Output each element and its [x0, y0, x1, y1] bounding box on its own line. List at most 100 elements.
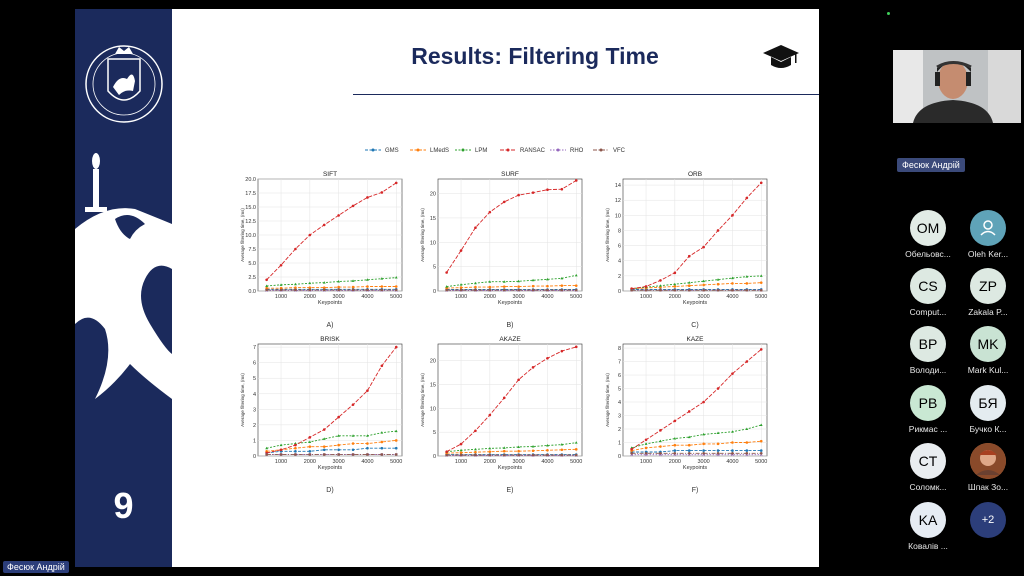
- data-point: [687, 449, 691, 452]
- data-point: [731, 276, 734, 280]
- data-point: [366, 285, 369, 288]
- data-point: [308, 233, 312, 237]
- data-point: [759, 181, 763, 185]
- data-point: [531, 278, 535, 282]
- data-point: [502, 449, 506, 453]
- y-tick-label: 4: [253, 392, 256, 398]
- data-point: [380, 431, 384, 434]
- data-point: [659, 429, 662, 432]
- data-point: [459, 249, 463, 252]
- participant-avatar: MK: [970, 326, 1006, 362]
- legend-item-vfc: VFC: [593, 147, 625, 154]
- x-tick-label: 2000: [484, 459, 496, 465]
- lion-emblem-icon: [75, 153, 172, 399]
- data-point: [351, 204, 355, 208]
- participant-tile[interactable]: MK Mark Kul...: [960, 326, 1016, 375]
- x-tick-label: 4000: [726, 459, 738, 465]
- participant-tile[interactable]: ZP Zakala P...: [960, 268, 1016, 317]
- data-point: [394, 276, 398, 279]
- data-point: [351, 442, 355, 445]
- data-point: [322, 428, 326, 431]
- participant-tile[interactable]: KA Ковалів ...: [900, 502, 956, 551]
- data-point: [687, 254, 691, 258]
- chart-title: SIFT: [323, 171, 337, 178]
- data-point: [394, 181, 398, 185]
- data-point: [546, 448, 549, 452]
- y-tick-label: 10: [430, 406, 436, 412]
- participant-avatar: KA: [910, 502, 946, 538]
- data-point: [759, 348, 763, 351]
- data-point: [673, 452, 677, 455]
- data-point: [560, 288, 564, 292]
- x-tick-label: 4000: [361, 294, 373, 300]
- participant-tile[interactable]: PB Рикмас ...: [900, 385, 956, 434]
- participant-tile[interactable]: CT Соломк...: [900, 443, 956, 492]
- data-point: [502, 453, 506, 457]
- participant-avatar: +2: [970, 502, 1006, 538]
- y-tick-label: 1: [253, 438, 256, 444]
- series-line-lmeds: [446, 285, 577, 289]
- participant-tile[interactable]: CS Comput...: [900, 268, 956, 317]
- data-point: [716, 282, 720, 286]
- participant-tile[interactable]: BP Володи...: [900, 326, 956, 375]
- data-point: [308, 436, 312, 439]
- data-point: [337, 415, 340, 419]
- data-point: [337, 279, 341, 283]
- plot-frame: [437, 178, 583, 292]
- participant-tile[interactable]: Oleh Ker...: [960, 210, 1016, 259]
- participant-name: Володи...: [909, 365, 947, 375]
- data-point: [702, 442, 705, 446]
- data-point: [308, 445, 312, 448]
- x-tick-label: 3000: [698, 294, 710, 300]
- participant-name: Comput...: [909, 307, 947, 317]
- legend-item-ransac: RANSAC: [500, 147, 545, 154]
- x-tick-label: 5000: [390, 459, 402, 465]
- legend-swatch: [500, 148, 516, 152]
- chart-svg: SIFT 0.0 2.5 5.0 7.5 10.0 12.5 15.0 17.5 20.0 1000…: [240, 171, 402, 306]
- data-point: [574, 453, 578, 457]
- data-point: [702, 400, 705, 404]
- chart-panel-surf: SURF 0 5 10 15 20 1000 2000 3000 4000 5000 Keypoint…: [410, 169, 588, 329]
- data-point: [531, 191, 535, 194]
- data-point: [630, 447, 633, 451]
- participant-tile[interactable]: OM Обельовс...: [900, 210, 956, 259]
- data-point: [702, 279, 706, 283]
- x-tick-label: 3000: [333, 294, 345, 300]
- participant-avatar: BP: [910, 326, 946, 362]
- y-tick-label: 20: [430, 359, 436, 365]
- series-line-ransac: [266, 182, 397, 281]
- data-point: [337, 448, 340, 452]
- y-tick-label: 14: [615, 183, 621, 189]
- data-point: [308, 288, 312, 292]
- chart-svg: SURF 0 5 10 15 20 1000 2000 3000 4000 5000 Keypoint…: [420, 171, 583, 306]
- y-tick-label: 2.5: [248, 275, 256, 281]
- data-point: [366, 196, 369, 199]
- data-point: [351, 279, 355, 282]
- participant-tile[interactable]: БЯ Бучко К...: [960, 385, 1016, 434]
- y-tick-label: 7: [253, 345, 256, 351]
- participant-avatar: CS: [910, 268, 946, 304]
- participant-tile[interactable]: Шпак Зо...: [960, 443, 1016, 492]
- data-point: [716, 449, 720, 452]
- data-point: [716, 387, 720, 390]
- data-point: [294, 282, 297, 286]
- data-point: [759, 452, 763, 455]
- data-point: [380, 453, 384, 456]
- chart-panel-brisk: BRISK 0 1 2 3 4 5 6 7 1000 2000 3000 4000 5000 Keypoin…: [230, 334, 408, 494]
- participant-tile[interactable]: +2: [960, 502, 1016, 538]
- data-point: [745, 196, 749, 200]
- data-point: [716, 442, 720, 446]
- data-point: [560, 453, 564, 457]
- data-point: [380, 446, 384, 450]
- data-point: [394, 285, 398, 288]
- participant-name: Zakala P...: [968, 307, 1008, 317]
- data-point: [574, 345, 578, 349]
- camera-video-tile[interactable]: [893, 50, 1021, 123]
- x-tick-label: 5000: [390, 294, 402, 300]
- y-tick-label: 10: [430, 240, 436, 246]
- data-point: [445, 271, 448, 274]
- y-tick-label: 0: [253, 454, 256, 460]
- data-point: [630, 288, 633, 292]
- data-point: [687, 281, 691, 284]
- data-point: [366, 278, 369, 281]
